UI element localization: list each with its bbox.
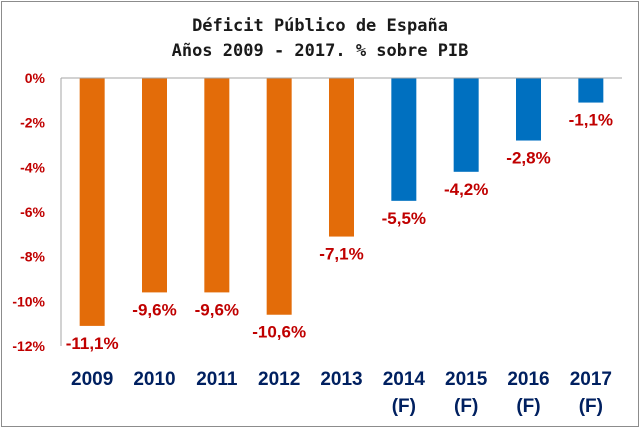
data-label: -9,6% [195, 300, 239, 319]
data-label: -9,6% [132, 300, 176, 319]
x-tick-sublabel: (F) [392, 396, 416, 417]
y-tick-label: -2% [20, 115, 45, 131]
x-tick-label: 2010 [133, 369, 175, 390]
data-label: -10,6% [252, 323, 306, 342]
x-tick-label: 2017 [570, 369, 612, 390]
data-label: -4,2% [444, 180, 488, 199]
y-tick-label: -6% [20, 204, 45, 220]
x-tick-label: 2015 [445, 369, 488, 390]
bar-2013 [329, 78, 354, 237]
chart-subtitle: Años 2009 - 2017. % sobre PIB [172, 41, 469, 61]
data-label: -7,1% [319, 245, 363, 264]
y-tick-label: -8% [20, 249, 45, 265]
bar-2015 [453, 78, 479, 172]
x-tick-label: 2012 [258, 369, 300, 390]
data-label: -5,5% [382, 209, 426, 228]
bar-2017 [578, 78, 604, 103]
y-tick-label: 0% [25, 70, 46, 86]
bar-2010 [142, 78, 167, 293]
bar-2009 [79, 78, 105, 326]
x-tick-sublabel: (F) [516, 396, 540, 417]
x-tick-label: 2016 [507, 369, 549, 390]
x-tick-label: 2014 [383, 369, 426, 390]
plot-area: 0% -2% -4% -6% -8% -10% -12% -11,1% 2009 -9,6% 201… [12, 70, 622, 417]
y-tick-label: -4% [20, 159, 45, 175]
x-tick-sublabel: (F) [579, 396, 603, 417]
data-label: -1,1% [569, 111, 613, 130]
bar-2016 [516, 78, 541, 141]
bar-2012 [266, 78, 292, 315]
x-tick-label: 2013 [320, 369, 362, 390]
x-tick-label: 2011 [196, 369, 238, 390]
x-tick-sublabel: (F) [454, 396, 478, 417]
y-tick-label: -12% [12, 338, 45, 354]
y-tick-label: -10% [12, 293, 45, 309]
x-tick-label: 2009 [71, 369, 113, 390]
bar-2011 [204, 78, 230, 293]
chart-title: Déficit Público de España [192, 16, 448, 36]
bar-2014 [391, 78, 417, 201]
data-label: -2,8% [506, 149, 550, 168]
data-label: -11,1% [66, 334, 119, 353]
